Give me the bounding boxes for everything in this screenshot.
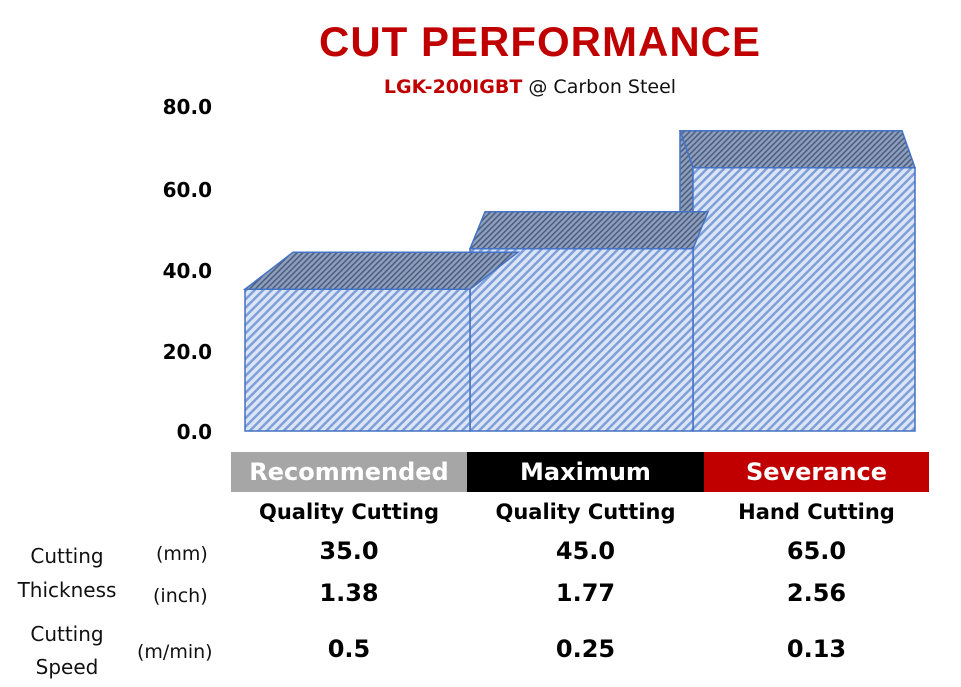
y-tick: 20.0: [162, 340, 212, 364]
chart-title: CUT PERFORMANCE: [319, 18, 761, 65]
row-label-thickness-2: Thickness: [17, 578, 117, 602]
model-name: LGK-200IGBT: [383, 76, 523, 98]
unit-inch: (inch): [153, 585, 208, 607]
thickness-mm-value: 35.0: [319, 537, 379, 565]
row-label-thickness-1: Cutting: [30, 544, 104, 568]
bars-area: [242, 130, 917, 432]
thickness-mm-value: 45.0: [555, 537, 616, 565]
speed-value: 0.25: [555, 635, 616, 663]
bar-top-face: [242, 251, 521, 290]
y-tick: 80.0: [162, 95, 212, 119]
bar-front-face: [469, 248, 694, 432]
unit-mm: (mm): [156, 543, 208, 565]
y-tick: 0.0: [176, 420, 212, 444]
column-subheader: Hand Cutting: [738, 500, 895, 524]
speed-value: 0.5: [327, 635, 371, 663]
thickness-inch-value: 1.38: [319, 579, 379, 607]
column-header: Maximum: [467, 452, 704, 492]
y-tick: 60.0: [162, 178, 212, 202]
chart-subtitle: LGK-200IGBT @ Carbon Steel: [0, 76, 961, 98]
thickness-mm-value: 65.0: [786, 537, 847, 565]
column-subheader: Quality Cutting: [495, 500, 676, 524]
column-header: Recommended: [231, 452, 467, 492]
bar-top-face: [678, 130, 917, 169]
bar-front-face: [692, 167, 916, 432]
bar-front-face: [244, 288, 471, 432]
row-label-speed-2: Speed: [35, 655, 99, 679]
y-tick: 40.0: [162, 259, 212, 283]
speed-value: 0.13: [786, 635, 847, 663]
thickness-inch-value: 1.77: [555, 579, 616, 607]
thickness-inch-value: 2.56: [786, 579, 847, 607]
bar-top-face: [468, 211, 710, 250]
column-header: Severance: [704, 452, 929, 492]
row-label-speed-1: Cutting: [30, 622, 104, 646]
unit-speed: (m/min): [137, 641, 213, 663]
column-subheader: Quality Cutting: [258, 500, 440, 524]
material: @ Carbon Steel: [528, 76, 677, 98]
